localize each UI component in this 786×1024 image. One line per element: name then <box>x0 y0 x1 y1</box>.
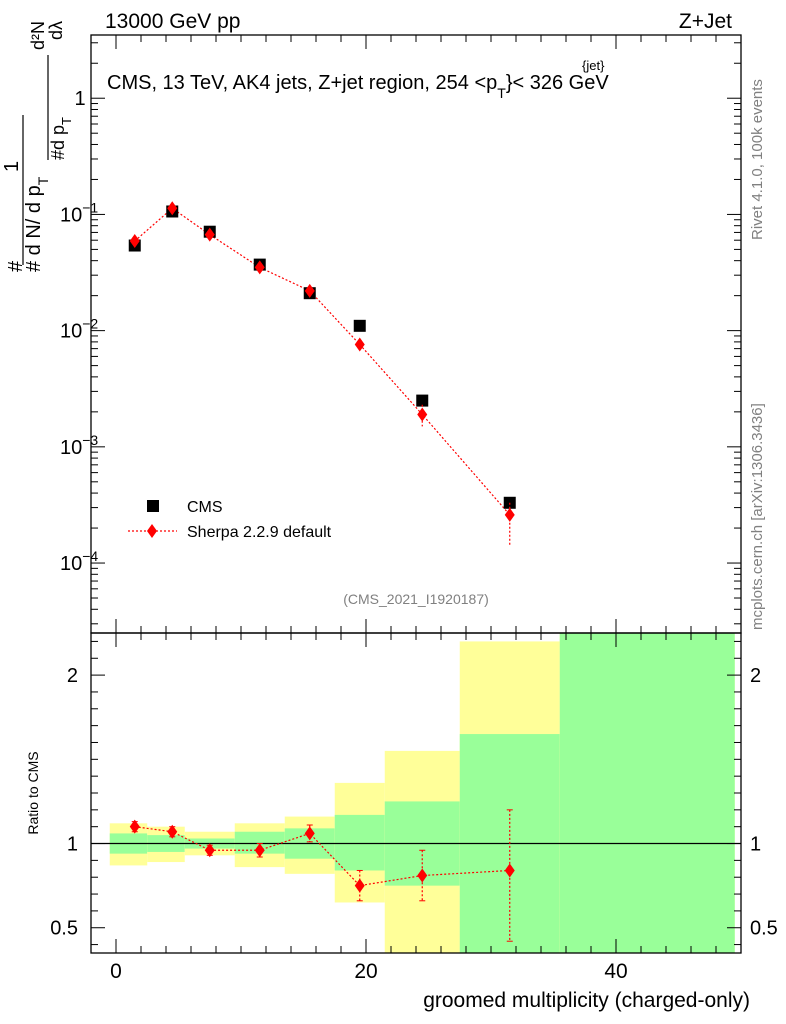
sherpa-ratio-point <box>354 878 365 893</box>
top-y-tick-label: 10−4 <box>60 548 98 575</box>
ratio-band-green <box>334 814 385 871</box>
cms-point <box>353 319 366 332</box>
top-y-tick-label: 10−2 <box>60 316 98 343</box>
y-label-d-lambda: dλ <box>46 21 66 40</box>
top-panel-data <box>128 201 516 547</box>
legend-cms-label: CMS <box>187 499 223 516</box>
cms-point <box>416 394 429 407</box>
sherpa-point <box>354 337 365 352</box>
mcplots-text: mcplots.cern.ch [arXiv:1306.3436] <box>749 403 766 630</box>
legend-sherpa-label: Sherpa 2.2.9 default <box>187 524 332 541</box>
sherpa-ratio-point <box>417 868 428 883</box>
top-y-tick-label: 10−1 <box>60 199 98 226</box>
top-panel-frame <box>90 34 742 634</box>
sherpa-point <box>129 234 140 249</box>
top-y-axis-label: # d N/ d pT 1 # d²N dλ #d pT <box>1 21 74 272</box>
x-tick-label: 40 <box>604 960 627 983</box>
header-right: Z+Jet <box>679 10 732 33</box>
y-label-numerator: 1 <box>1 161 23 172</box>
x-tick-label: 20 <box>354 960 377 983</box>
sherpa-ratio-point <box>504 863 515 878</box>
y-label-d2n: d²N <box>28 21 48 50</box>
plot-title-superscript: {jet} <box>582 58 605 73</box>
top-y-tick-label: 1 <box>74 88 85 110</box>
sherpa-ratio-point <box>204 843 215 858</box>
y-label-hash: # <box>5 260 27 272</box>
sherpa-point <box>254 260 265 275</box>
ratio-y-tick-label-left: 2 <box>67 665 78 687</box>
sherpa-point <box>304 283 315 298</box>
ratio-bands <box>109 633 735 953</box>
ratio-y-tick-label-right: 2 <box>750 665 761 687</box>
top-y-tick-label: 10−3 <box>60 432 98 459</box>
y-label-dpt: #d pT <box>48 117 74 160</box>
sherpa-ratio-point <box>254 843 265 858</box>
sherpa-point <box>504 507 515 522</box>
legend-sherpa-marker <box>147 524 157 538</box>
sherpa-ratio-point <box>129 819 140 834</box>
sherpa-point <box>417 407 428 422</box>
y-label-denominator: # d N/ d pT <box>23 176 51 272</box>
sherpa-line <box>134 207 511 516</box>
analysis-tag: (CMS_2021_I1920187) <box>343 591 489 607</box>
x-tick-label: 0 <box>110 960 122 983</box>
ratio-panel-data <box>129 809 515 942</box>
header-left: 13000 GeV pp <box>105 10 240 33</box>
ratio-y-tick-label-left: 0.5 <box>50 918 78 940</box>
legend: CMS Sherpa 2.2.9 default <box>128 499 332 541</box>
ratio-y-label: Ratio to CMS <box>25 751 41 834</box>
ratio-y-tick-label-right: 1 <box>750 834 761 856</box>
ratio-band-green <box>559 633 735 953</box>
ratio-y-tick-label-right: 0.5 <box>750 918 778 940</box>
sherpa-ratio-point <box>304 826 315 841</box>
axis-ticks: 0 20 40 1 10−1 10−2 10−3 10−4 0.5 0.5 1 1 2 2 <box>50 35 778 983</box>
ratio-band-green <box>234 831 285 854</box>
sherpa-ratio-line <box>134 826 510 887</box>
x-axis-label: groomed multiplicity (charged-only) <box>423 989 750 1012</box>
sherpa-point <box>204 227 215 242</box>
plot-title: CMS, 13 TeV, AK4 jets, Z+jet region, 254… <box>107 72 609 101</box>
sherpa-point <box>167 201 178 216</box>
rivet-version-text: Rivet 4.1.0, 100k events <box>749 79 766 240</box>
ratio-y-tick-label-left: 1 <box>67 834 78 856</box>
legend-cms-marker <box>147 500 159 512</box>
sherpa-ratio-point <box>167 824 178 839</box>
